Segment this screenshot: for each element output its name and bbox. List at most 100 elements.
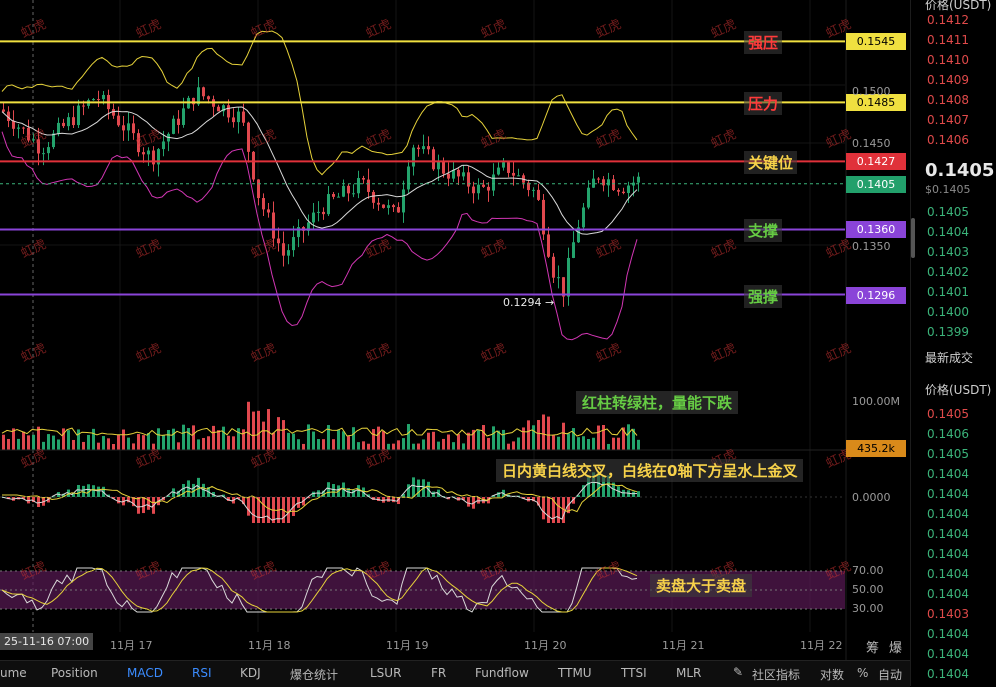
volume-bar (487, 437, 490, 450)
volume-bar (37, 426, 40, 450)
time-cursor-label: 25-11-16 07:00 (0, 633, 94, 650)
volume-bar (107, 438, 110, 450)
candle-body (92, 99, 95, 101)
tab-ttsi[interactable]: TTSI (621, 666, 647, 680)
volume-bar (32, 434, 35, 450)
candle-body (62, 122, 65, 127)
chart-area[interactable]: 虹虎 虹虎 虹虎 虹虎 虹虎 虹虎 虹虎 虹虎 虹虎 虹虎 虹虎 虹虎 虹虎 虹虎 虹虎 虹虎 虹虎 虹虎 虹虎 虹虎… (0, 0, 910, 660)
candle-body (442, 161, 445, 174)
macd-histogram-bar (32, 497, 35, 503)
candle-body (57, 122, 60, 134)
last-price-tag: 0.1405 (846, 175, 906, 193)
macd-histogram-bar (177, 490, 180, 497)
tab-ttmu[interactable]: TTMU (558, 666, 592, 680)
macd-histogram-bar (577, 495, 580, 497)
tab-position[interactable]: Position (51, 666, 98, 680)
candle-body (252, 151, 255, 180)
tab-lsur[interactable]: LSUR (370, 666, 402, 680)
volume-bar (237, 428, 240, 450)
volume-bar (222, 426, 225, 450)
volume-bar (202, 437, 205, 450)
macd-histogram-bar (352, 489, 355, 497)
macd-histogram-bar (7, 497, 10, 500)
candle-body (142, 152, 145, 155)
candle-body (452, 169, 455, 179)
volume-bar (92, 428, 95, 450)
ask-price: 0.1412 (927, 13, 969, 27)
volume-bar (537, 420, 540, 450)
volume-bar (7, 438, 10, 450)
volume-bar (152, 443, 155, 450)
volume-note: 红柱转绿柱，量能下跌 (576, 391, 739, 414)
trades-price-header: 价格(USDT) (925, 383, 992, 397)
tab-community-indicators[interactable]: 社区指标 (752, 668, 801, 682)
time-label: 11月 22 (800, 639, 843, 652)
candle-body (52, 133, 55, 148)
candle-body (562, 277, 565, 297)
candle-body (472, 186, 475, 194)
macd-histogram-bar (412, 477, 415, 497)
candle-body (147, 150, 150, 155)
macd-note: 日内黄白线交叉，白线在0轴下方呈水上金叉 (496, 459, 804, 482)
tab-fundflow[interactable]: Fundflow (475, 666, 529, 680)
trade-price: 0.1404 (927, 487, 969, 501)
macd-dea-line (2, 483, 638, 513)
volume-bar (567, 433, 570, 450)
candle-body (547, 234, 550, 257)
edit-icon[interactable]: ✎ (733, 665, 744, 679)
tab-kdj[interactable]: KDJ (240, 666, 261, 680)
sidebar-scrollbar[interactable] (911, 218, 915, 258)
tab-fr[interactable]: FR (431, 666, 447, 680)
volume-bar (437, 441, 440, 450)
volume-bar (307, 424, 310, 450)
chip-icon[interactable]: 筹 (866, 641, 880, 656)
volume-bar (157, 428, 160, 450)
candle-body (402, 189, 405, 213)
tab-rsi[interactable]: RSI (192, 666, 212, 680)
candle-body (362, 178, 365, 180)
volume-bar (197, 439, 200, 450)
volume-tick: 100.00M (852, 395, 900, 408)
macd-histogram-bar (97, 486, 100, 497)
volume-bar (547, 416, 550, 450)
tab-log-scale[interactable]: 对数 (820, 668, 845, 682)
rsi-ma-line (1, 567, 638, 613)
tab-volume[interactable]: ume (0, 666, 27, 680)
macd-histogram-bar (237, 497, 240, 499)
candle-body (617, 190, 620, 192)
trade-price: 0.1404 (927, 647, 969, 661)
volume-bar (132, 443, 135, 450)
macd-histogram-bar (182, 483, 185, 497)
candle-body (152, 150, 155, 165)
liquidation-icon[interactable]: 爆 (889, 641, 903, 656)
candle-body (67, 117, 70, 127)
candle-body (7, 111, 10, 121)
volume-bar (602, 425, 605, 450)
tab-percent[interactable]: % (857, 666, 869, 680)
trade-price: 0.1406 (927, 427, 969, 441)
volume-bar (407, 424, 410, 450)
rsi-note: 卖盘大于卖盘 (650, 574, 753, 597)
trade-price: 0.1404 (927, 527, 969, 541)
macd-histogram-bar (257, 497, 260, 523)
macd-histogram-bar (62, 493, 65, 497)
candle-body (137, 133, 140, 153)
tab-liquidation-stats[interactable]: 爆仓统计 (290, 668, 339, 682)
tab-auto[interactable]: 自动 (878, 668, 903, 682)
bid-price: 0.1401 (927, 285, 969, 299)
volume-bar (372, 429, 375, 450)
macd-histogram-bar (192, 483, 195, 497)
volume-bar (67, 430, 70, 450)
candle-body (272, 212, 275, 239)
volume-bar (87, 434, 90, 450)
volume-bar (17, 438, 20, 450)
candle-body (2, 109, 5, 112)
candle-body (432, 149, 435, 170)
macd-histogram-bar (37, 497, 40, 508)
trade-price: 0.1404 (927, 627, 969, 641)
macd-histogram-bar (482, 497, 485, 504)
candle-body (632, 182, 635, 186)
tab-macd[interactable]: MACD (127, 666, 163, 680)
volume-bar (317, 439, 320, 450)
tab-mlr[interactable]: MLR (676, 666, 702, 680)
